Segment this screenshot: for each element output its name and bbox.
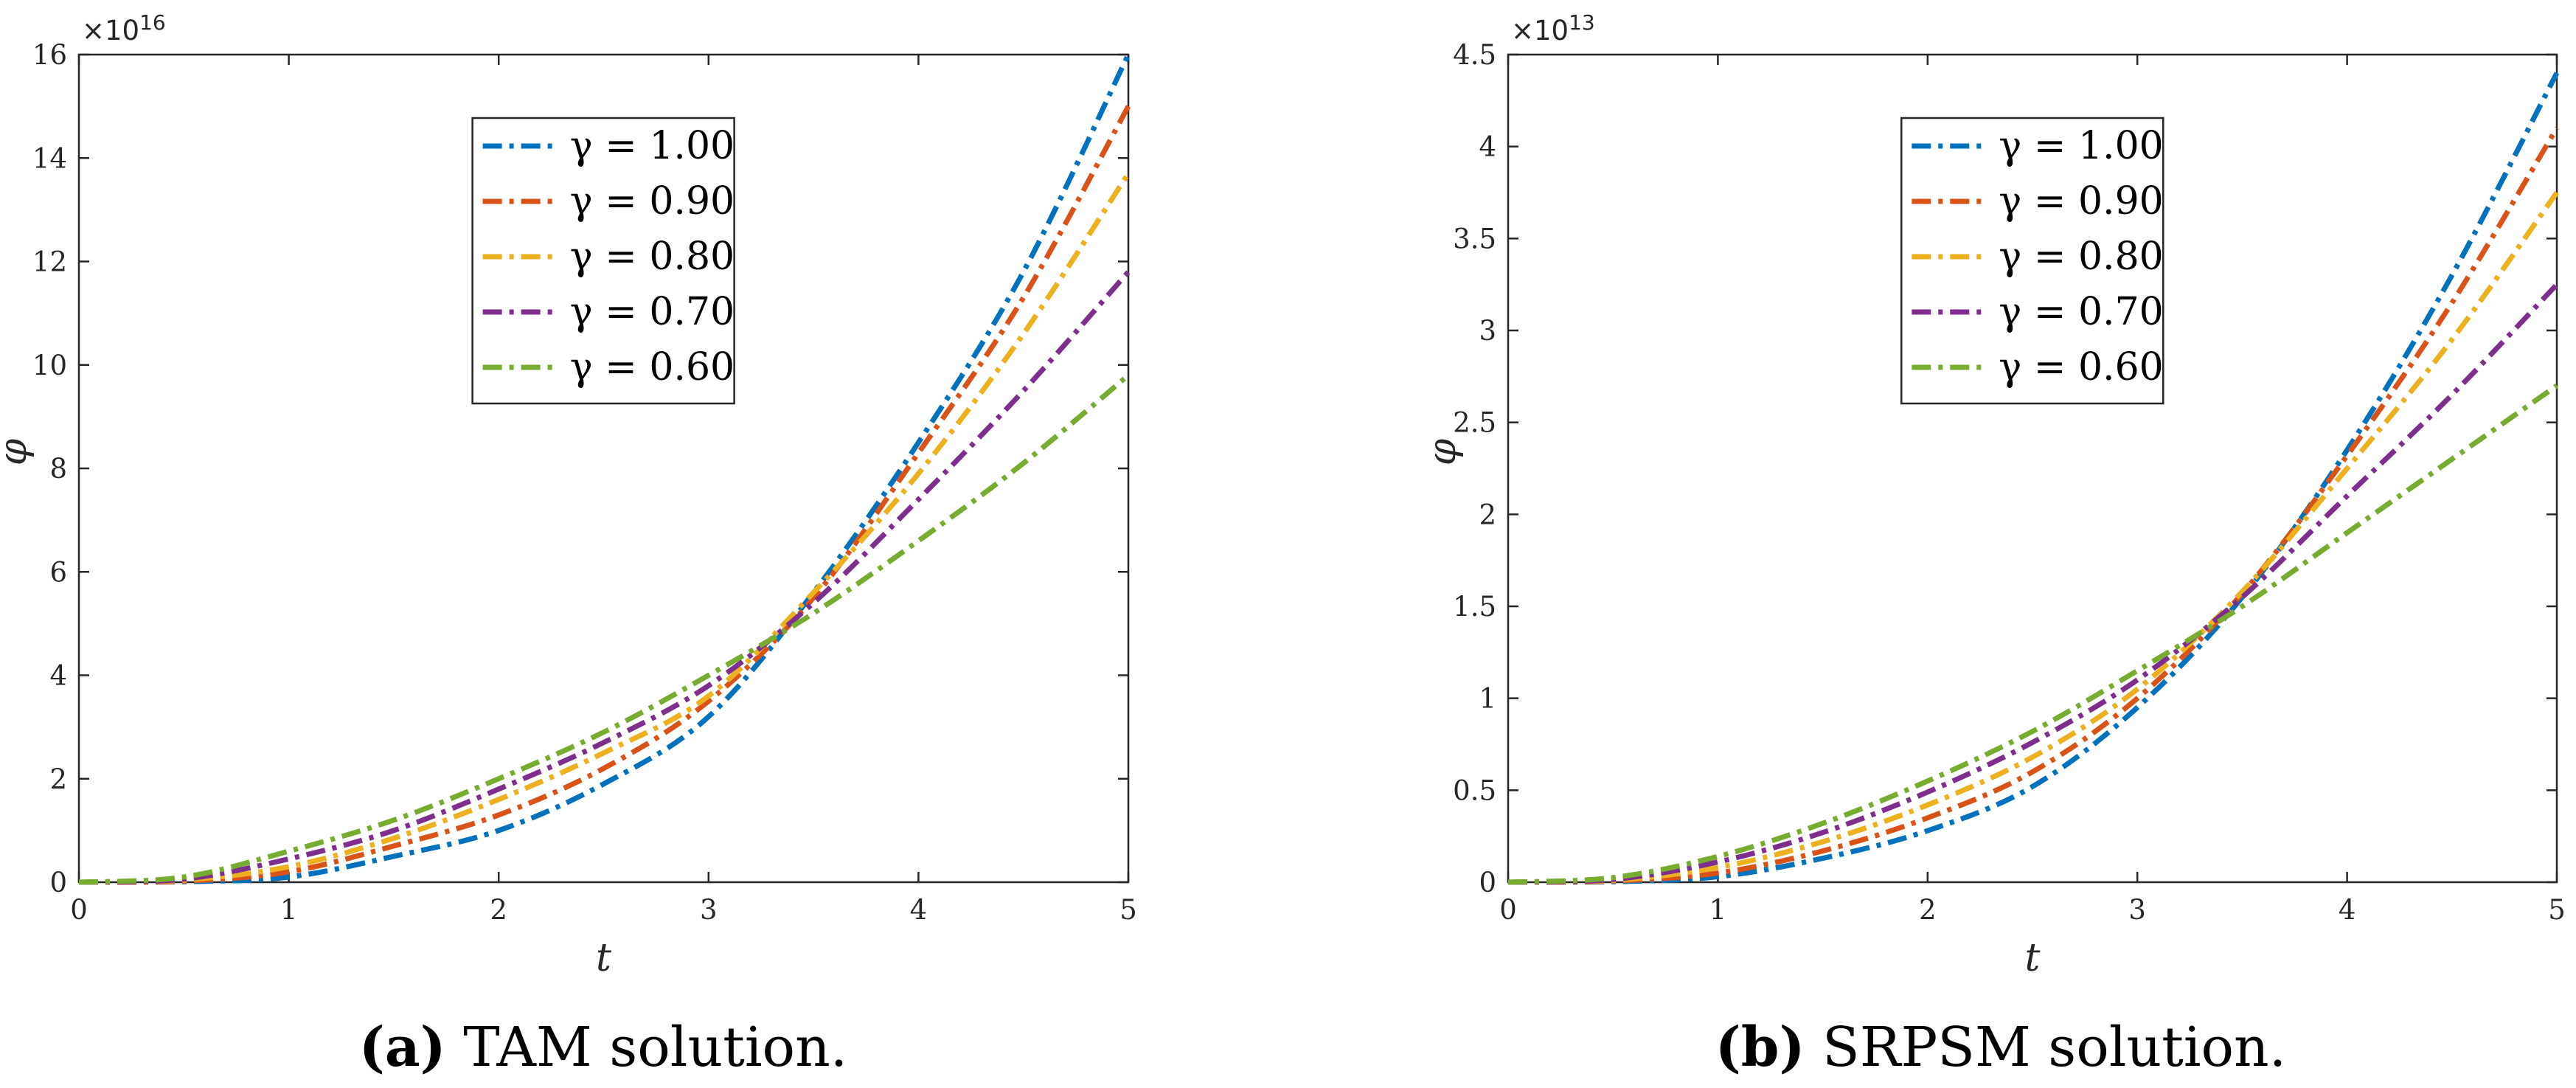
- series-line-2: [78, 172, 1131, 885]
- legend-label: γ = 1.00: [570, 124, 735, 168]
- y-tick-label: 2: [49, 763, 67, 795]
- panel-b: 0 1 2 3 4 5 0 0.5 1 1.5 2 2.5 3 3.5 4 4.5 ×1013 t φ γ = 1.0…: [1420, 10, 2566, 1079]
- x-tick-label: 2: [1919, 894, 1937, 926]
- y-exponent-power: 16: [139, 10, 166, 35]
- y-exponent-label: ×1016: [82, 10, 166, 46]
- x-axis-label: t: [596, 936, 611, 980]
- panel-caption: (a) TAM solution.: [359, 1016, 848, 1079]
- x-tick-label: 0: [1499, 894, 1517, 926]
- y-tick-label: 0.5: [1453, 775, 1496, 806]
- x-axis-label: t: [2025, 936, 2041, 980]
- caption-text: SRPSM solution.: [1805, 1016, 2287, 1079]
- y-tick-label: 16: [32, 39, 67, 71]
- y-tick-label: 2: [1479, 499, 1496, 530]
- legend-box: [471, 117, 735, 405]
- y-tick-label: 3: [1479, 315, 1496, 347]
- panel-label: (a): [359, 1016, 446, 1079]
- x-tick-label: 1: [1709, 894, 1727, 926]
- x-tick-label: 4: [910, 894, 928, 926]
- y-tick-label: 8: [49, 453, 67, 485]
- y-exponent-label: ×1013: [1511, 10, 1595, 46]
- series-line-1: [78, 105, 1131, 885]
- y-tick-label: 4: [49, 660, 67, 692]
- series-line-0: [1507, 72, 2560, 885]
- x-tick-label: 3: [2128, 894, 2146, 926]
- series-line-1: [1507, 126, 2560, 885]
- y-axis-label: φ: [1420, 438, 1465, 465]
- series-line-3: [78, 270, 1131, 885]
- y-tick-label: 6: [49, 556, 67, 588]
- legend-label: γ = 0.80: [1999, 235, 2164, 279]
- y-exponent-power: 13: [1569, 10, 1595, 35]
- y-tick-label: 1.5: [1453, 591, 1496, 623]
- legend-label: γ = 0.70: [570, 290, 735, 334]
- x-tick-label: 2: [490, 894, 507, 926]
- x-tick-label: 4: [2339, 894, 2356, 926]
- x-tick-label: 5: [1119, 894, 1137, 926]
- y-tick-label: 2.5: [1453, 407, 1496, 439]
- y-tick-label: 1: [1479, 683, 1496, 715]
- legend-label: γ = 0.80: [570, 235, 735, 279]
- y-axis-label: φ: [0, 438, 35, 465]
- y-tick-label: 0: [49, 867, 67, 898]
- series-line-4: [78, 373, 1131, 885]
- legend-label: γ = 0.60: [570, 345, 735, 389]
- series-line-2: [1507, 190, 2559, 885]
- series-line-3: [1507, 283, 2559, 885]
- y-tick-label: 4.5: [1453, 39, 1496, 71]
- panel-label: (b): [1715, 1016, 1805, 1079]
- y-tick-label: 10: [32, 350, 67, 381]
- legend-label: γ = 1.00: [1999, 124, 2164, 168]
- caption-text: TAM solution.: [446, 1016, 848, 1079]
- legend-label: γ = 0.70: [1999, 290, 2164, 334]
- panel-caption: (b) SRPSM solution.: [1715, 1016, 2286, 1079]
- y-tick-label: 3.5: [1453, 223, 1496, 254]
- legend-box: [1900, 117, 2164, 405]
- legend-label: γ = 0.90: [570, 179, 735, 224]
- y-tick-label: 4: [1479, 131, 1496, 163]
- x-tick-label: 1: [280, 894, 298, 926]
- legend-label: γ = 0.90: [1999, 179, 2164, 224]
- y-tick-label: 14: [32, 142, 67, 174]
- series-line-0: [78, 53, 1131, 885]
- x-tick-label: 3: [700, 894, 718, 926]
- y-tick-label: 0: [1479, 867, 1496, 898]
- x-tick-label: 0: [70, 894, 88, 926]
- x-tick-label: 5: [2548, 894, 2566, 926]
- legend-label: γ = 0.60: [1999, 345, 2164, 389]
- series-line-4: [1507, 383, 2559, 885]
- axes-frame: [1507, 53, 2558, 884]
- y-tick-label: 12: [32, 246, 67, 278]
